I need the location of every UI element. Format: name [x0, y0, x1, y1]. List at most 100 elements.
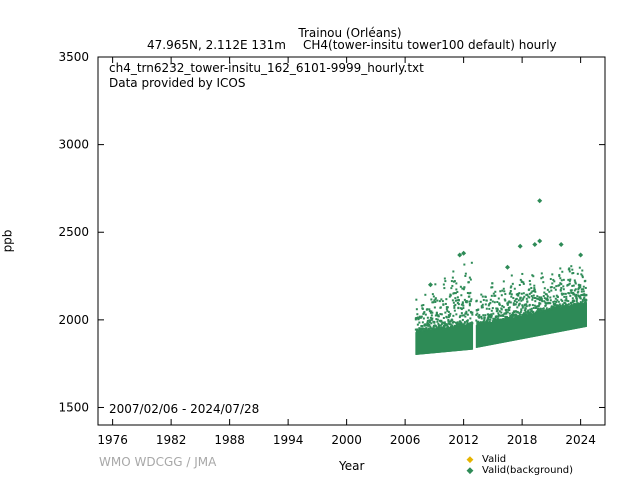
data-point [468, 304, 471, 307]
data-point [562, 288, 565, 291]
data-point [446, 309, 449, 312]
data-point [567, 300, 570, 303]
data-point [498, 303, 501, 306]
data-point [429, 311, 432, 314]
data-point [434, 300, 437, 303]
data-point [449, 323, 452, 326]
data-point [423, 311, 426, 314]
data-point [524, 307, 527, 310]
x-axis-ticks: 1976 1982 1988 1994 2000 2006 2012 2018 2024 [97, 57, 596, 447]
data-point [510, 295, 513, 298]
data-point [559, 304, 562, 307]
data-point [523, 303, 526, 306]
data-point [444, 302, 447, 305]
data-point [525, 297, 528, 300]
data-point [524, 311, 527, 314]
data-point [529, 312, 532, 315]
data-point [582, 285, 585, 288]
data-point [439, 324, 442, 327]
data-point [585, 293, 588, 296]
data-point [489, 301, 492, 304]
data-point [542, 281, 545, 284]
data-point [516, 310, 519, 313]
data-point [436, 299, 439, 302]
data-point [434, 324, 437, 327]
data-point [532, 306, 535, 309]
data-point [570, 291, 573, 294]
data-point [570, 289, 573, 292]
data-point [484, 303, 487, 306]
data-point [485, 307, 488, 310]
data-point [440, 319, 443, 322]
data-point [466, 319, 469, 322]
data-point [530, 291, 533, 294]
data-point [542, 307, 545, 310]
data-point [465, 300, 468, 303]
data-point [484, 295, 487, 298]
data-point [564, 292, 567, 295]
data-point [568, 279, 571, 282]
data-point [470, 261, 473, 264]
data-point [482, 314, 485, 317]
data-point [560, 298, 563, 301]
data-point [564, 302, 567, 305]
data-point [568, 268, 571, 271]
x-tick-label: 1982 [156, 433, 187, 447]
data-point [532, 294, 535, 297]
data-point [471, 313, 474, 316]
data-point [502, 306, 505, 309]
data-point [579, 297, 582, 300]
data-point [415, 308, 418, 311]
data-point [463, 321, 466, 324]
data-point [530, 295, 533, 298]
station-coordinates: 47.965N, 2.112E 131m [147, 38, 286, 52]
data-point [574, 303, 577, 306]
data-point [528, 288, 531, 291]
data-point [480, 293, 483, 296]
data-point [467, 281, 470, 284]
data-point [528, 296, 531, 299]
data-point [558, 273, 561, 276]
data-point [487, 317, 490, 320]
data-point [488, 307, 491, 310]
data-point [426, 308, 429, 311]
data-point [574, 288, 577, 291]
data-point [541, 300, 544, 303]
data-point [431, 311, 434, 314]
data-point [518, 302, 521, 305]
data-point [540, 277, 543, 280]
data-point [499, 290, 502, 293]
data-point [510, 285, 513, 288]
data-point [422, 329, 425, 332]
data-point [462, 304, 465, 307]
data-point [466, 291, 469, 294]
data-point [451, 299, 454, 302]
data-point [463, 298, 466, 301]
data-point [491, 286, 494, 289]
data-point [503, 298, 506, 301]
data-point [489, 315, 492, 318]
data-point [529, 308, 532, 311]
data-point [440, 323, 443, 326]
data-point [504, 299, 507, 302]
data-point [532, 310, 535, 313]
data-point [508, 309, 511, 312]
data-point [425, 324, 428, 327]
data-point [567, 303, 570, 306]
data-point [453, 304, 456, 307]
data-point [442, 303, 445, 306]
data-point [498, 302, 501, 305]
data-point [506, 303, 509, 306]
data-point [454, 297, 457, 300]
data-point [527, 309, 530, 312]
data-point [431, 317, 434, 320]
data-point [550, 289, 553, 292]
data-point [517, 304, 520, 307]
date-range-label: 2007/02/06 - 2024/07/28 [109, 402, 260, 416]
data-point [534, 300, 537, 303]
data-point [522, 281, 525, 284]
data-point [431, 293, 434, 296]
data-point [575, 300, 578, 303]
data-point [495, 315, 498, 318]
data-point [465, 310, 468, 313]
